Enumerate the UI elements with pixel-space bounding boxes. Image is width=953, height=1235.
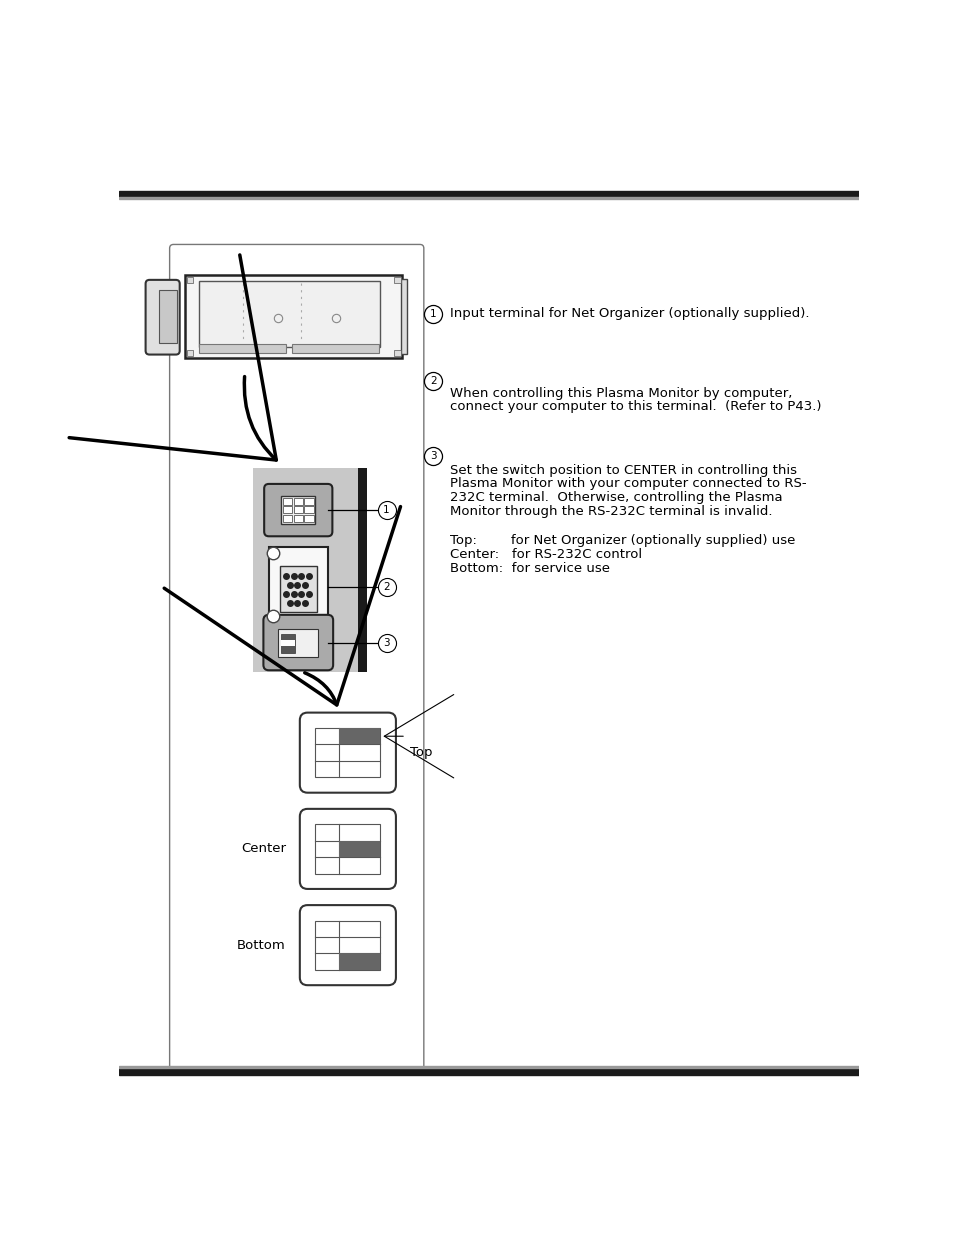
Bar xyxy=(185,275,402,358)
Text: Center:   for RS-232C control: Center: for RS-232C control xyxy=(450,548,641,561)
Bar xyxy=(269,547,328,622)
Bar xyxy=(338,841,380,857)
Bar xyxy=(119,198,858,199)
Text: Bottom: Bottom xyxy=(237,939,286,952)
Text: Plasma Monitor with your computer connected to RS-: Plasma Monitor with your computer connec… xyxy=(450,478,806,490)
FancyBboxPatch shape xyxy=(299,713,395,793)
Bar xyxy=(199,282,380,347)
Bar xyxy=(279,566,316,611)
Bar xyxy=(187,350,193,356)
Bar xyxy=(278,630,318,657)
Bar xyxy=(158,290,177,343)
Bar xyxy=(338,953,380,969)
Text: connect your computer to this terminal.  (Refer to P43.): connect your computer to this terminal. … xyxy=(450,400,821,414)
Bar xyxy=(281,634,294,652)
Bar xyxy=(281,496,315,524)
Bar xyxy=(394,277,400,283)
Bar xyxy=(338,727,380,745)
Bar xyxy=(304,515,314,521)
Text: 2: 2 xyxy=(430,375,436,385)
Text: Top: Top xyxy=(410,746,432,760)
FancyBboxPatch shape xyxy=(299,809,395,889)
Text: 3: 3 xyxy=(383,638,390,648)
Bar xyxy=(119,190,858,198)
Bar xyxy=(187,277,193,283)
Bar xyxy=(294,506,303,514)
Text: 232C terminal.  Otherwise, controlling the Plasma: 232C terminal. Otherwise, controlling th… xyxy=(450,492,782,504)
Text: Input terminal for Net Organizer (optionally supplied).: Input terminal for Net Organizer (option… xyxy=(450,308,809,320)
Bar xyxy=(292,343,378,353)
Bar xyxy=(282,506,292,514)
Text: Monitor through the RS-232C terminal is invalid.: Monitor through the RS-232C terminal is … xyxy=(450,505,772,519)
Bar xyxy=(253,468,367,672)
Bar xyxy=(357,468,367,672)
Bar xyxy=(281,640,294,646)
Bar xyxy=(304,498,314,505)
Text: Set the switch position to CENTER in controlling this: Set the switch position to CENTER in con… xyxy=(450,463,797,477)
Bar xyxy=(315,824,380,873)
Bar xyxy=(282,498,292,505)
Bar xyxy=(282,515,292,521)
Text: When controlling this Plasma Monitor by computer,: When controlling this Plasma Monitor by … xyxy=(450,387,792,400)
Bar xyxy=(315,727,380,777)
Bar xyxy=(294,515,303,521)
Bar xyxy=(199,343,286,353)
Bar xyxy=(294,498,303,505)
Text: 3: 3 xyxy=(430,451,436,461)
Bar xyxy=(315,920,380,969)
Text: 1: 1 xyxy=(430,309,436,319)
Bar xyxy=(304,506,314,514)
Text: 2: 2 xyxy=(383,582,390,592)
FancyBboxPatch shape xyxy=(170,245,423,1072)
Bar xyxy=(394,350,400,356)
FancyBboxPatch shape xyxy=(299,905,395,986)
Text: Center: Center xyxy=(240,842,286,856)
Text: Bottom:  for service use: Bottom: for service use xyxy=(450,562,610,576)
Bar xyxy=(119,1067,858,1068)
FancyBboxPatch shape xyxy=(146,280,179,354)
Bar xyxy=(400,279,406,353)
Bar xyxy=(119,1068,858,1076)
Text: Top:        for Net Organizer (optionally supplied) use: Top: for Net Organizer (optionally suppl… xyxy=(450,535,795,547)
FancyBboxPatch shape xyxy=(264,484,332,536)
FancyBboxPatch shape xyxy=(263,615,333,671)
Text: 1: 1 xyxy=(383,505,390,515)
